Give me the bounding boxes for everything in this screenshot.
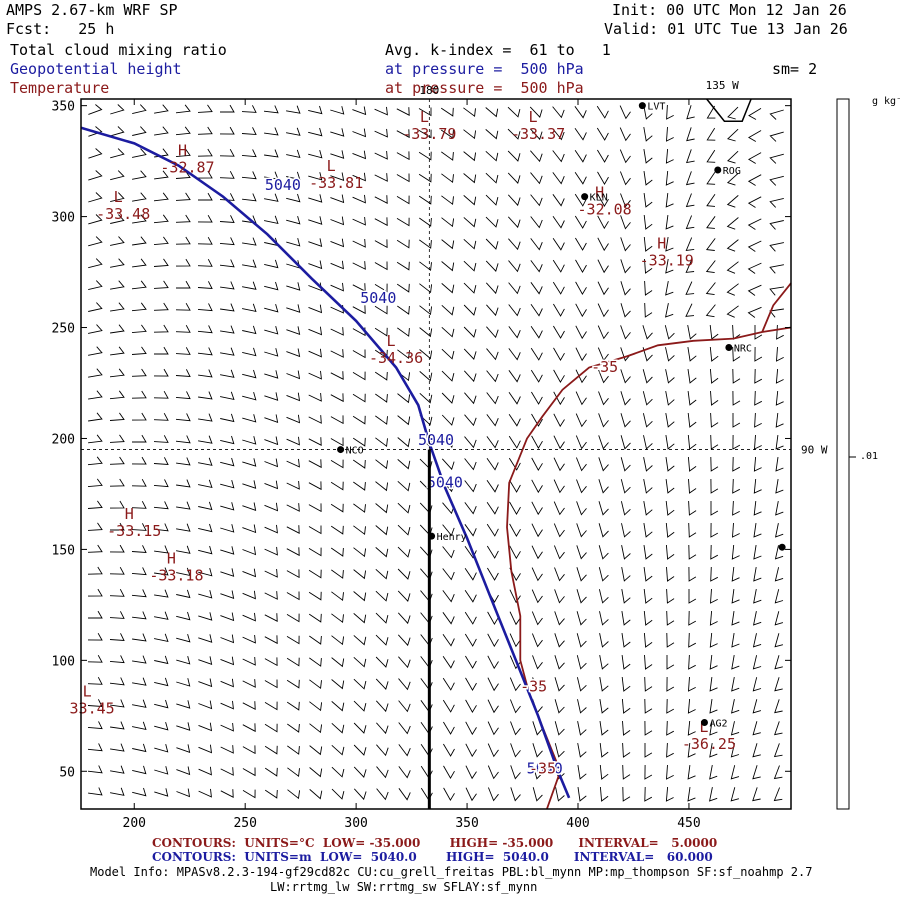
station-marker bbox=[428, 532, 436, 540]
station-marker bbox=[337, 446, 345, 454]
meridian-label: 135 W bbox=[706, 79, 739, 92]
temperature-contour-label: -35 bbox=[529, 760, 556, 778]
extremum-letter: L bbox=[387, 332, 396, 350]
station-label: ROG bbox=[723, 166, 741, 177]
extremum-letter: L bbox=[114, 188, 123, 206]
x-tick-label: 450 bbox=[677, 816, 700, 831]
extremum-value: -33.18 bbox=[149, 567, 203, 585]
temperature-contour-label: -35 bbox=[591, 358, 618, 376]
station-marker bbox=[714, 166, 722, 174]
extremum-value: -33.37 bbox=[511, 125, 565, 143]
x-tick-label: 400 bbox=[566, 816, 589, 831]
station-label: KLN bbox=[590, 193, 608, 204]
extremum-value: -33.81 bbox=[309, 174, 363, 192]
plot-frame bbox=[80, 98, 792, 810]
colorbar: g kg⁻¹ .01 bbox=[836, 96, 900, 810]
model-info-line1: Model Info: MPASv8.2.3-194-gf29cd82c CU:… bbox=[90, 865, 813, 879]
extremum-letter: H bbox=[178, 141, 187, 159]
extremum-value: -33.48 bbox=[96, 205, 150, 223]
colorbar-box bbox=[836, 98, 850, 810]
field-3-label: Temperature bbox=[10, 79, 110, 97]
smoothing-label: sm= 2 bbox=[772, 60, 818, 78]
temp-contour-info: CONTOURS: UNITS=°C LOW= -35.000 HIGH= -3… bbox=[152, 836, 718, 850]
wind-barb-field bbox=[87, 104, 784, 802]
x-tick-label: 350 bbox=[455, 816, 478, 831]
y-tick-label: 250 bbox=[52, 322, 75, 337]
x-tick-label: 200 bbox=[123, 816, 146, 831]
model-title: AMPS 2.67-km WRF SP bbox=[6, 1, 178, 19]
x-tick-label: 250 bbox=[233, 816, 256, 831]
extremum-value: -32.87 bbox=[160, 158, 214, 176]
axes: 180 135 W 90 W 200 250 300 350 400 450 50 100 150 20… bbox=[52, 79, 828, 831]
field-1-label: Total cloud mixing ratio bbox=[10, 41, 227, 59]
coastline bbox=[706, 98, 752, 122]
station-label: LVT bbox=[647, 102, 665, 113]
colorbar-units: g kg⁻¹ bbox=[872, 96, 900, 107]
pressure-level-1: at pressure = 500 hPa bbox=[385, 60, 584, 78]
temperature-contour bbox=[761, 282, 792, 333]
pressure-level-2: at pressure = 500 hPa bbox=[385, 79, 584, 97]
temperature-contour bbox=[506, 326, 792, 810]
y-tick-label: 300 bbox=[52, 211, 75, 226]
extremum-value: -34.36 bbox=[369, 349, 423, 367]
station-marker bbox=[700, 718, 708, 726]
avg-k-index: Avg. k-index = 61 to 1 bbox=[385, 41, 611, 59]
colorbar-tick-label: .01 bbox=[860, 451, 878, 462]
station-label: Henry bbox=[437, 532, 467, 543]
station-label: NRC bbox=[734, 344, 752, 355]
extremum-value: 33.45 bbox=[70, 700, 115, 718]
height-contour bbox=[80, 126, 571, 799]
init-time: Init: 00 UTC Mon 12 Jan 26 bbox=[612, 1, 847, 19]
height-contour-label: 5040 bbox=[360, 289, 396, 307]
height-contour-label: 5040 bbox=[427, 473, 463, 491]
extremum-letter: H bbox=[595, 184, 604, 202]
extremum-letter: L bbox=[327, 157, 336, 175]
model-info-line2: LW:rrtmg_lw SW:rrtmg_sw SFLAY:sf_mynn bbox=[270, 880, 538, 894]
extremum-value: -32.08 bbox=[578, 201, 632, 219]
temperature-contour-label: -35 bbox=[520, 677, 547, 695]
extremum-letter: L bbox=[83, 683, 92, 701]
extremum-value: -33.19 bbox=[640, 252, 694, 270]
extremum-value: -33.79 bbox=[402, 125, 456, 143]
forecast-hour: Fcst: 25 h bbox=[6, 20, 115, 38]
station-label: AG2 bbox=[709, 718, 727, 729]
field-2-label: Geopotential height bbox=[10, 60, 182, 78]
extremum-letter: L bbox=[420, 108, 429, 126]
y-tick-label: 50 bbox=[59, 765, 75, 780]
height-contour-label: 5040 bbox=[527, 760, 563, 778]
plot-marks: LVT ROG KLN NRC NCO Henry AG2 bbox=[81, 98, 791, 809]
y-tick-label: 100 bbox=[52, 654, 75, 669]
y-tick-label: 350 bbox=[52, 100, 75, 115]
station-marker bbox=[638, 102, 646, 110]
extremum-value: -33.15 bbox=[107, 522, 161, 540]
y-tick-label: 200 bbox=[52, 432, 75, 447]
meridian-label: 90 W bbox=[801, 444, 828, 457]
extremum-letter: L bbox=[699, 718, 708, 736]
height-contour-info: CONTOURS: UNITS=m LOW= 5040.0 HIGH= 5040… bbox=[152, 850, 713, 864]
height-contour-label: 5040 bbox=[418, 431, 454, 449]
extremum-letter: H bbox=[657, 235, 666, 253]
wind-barbs bbox=[87, 104, 784, 802]
height-contour-label: 5040 bbox=[265, 176, 301, 194]
valid-time: Valid: 01 UTC Tue 13 Jan 26 bbox=[604, 20, 848, 38]
station-marker bbox=[581, 193, 589, 201]
y-tick-label: 150 bbox=[52, 543, 75, 558]
meridian-label: 180 bbox=[419, 84, 439, 97]
station-marker bbox=[778, 543, 786, 551]
station-label: NCO bbox=[346, 446, 364, 457]
station-marker bbox=[725, 344, 733, 351]
extremum-value: -36.25 bbox=[682, 735, 736, 753]
extremum-letter: H bbox=[167, 550, 176, 568]
extremum-letter: L bbox=[529, 108, 538, 126]
x-tick-label: 300 bbox=[344, 816, 367, 831]
extremum-letter: H bbox=[125, 505, 134, 523]
